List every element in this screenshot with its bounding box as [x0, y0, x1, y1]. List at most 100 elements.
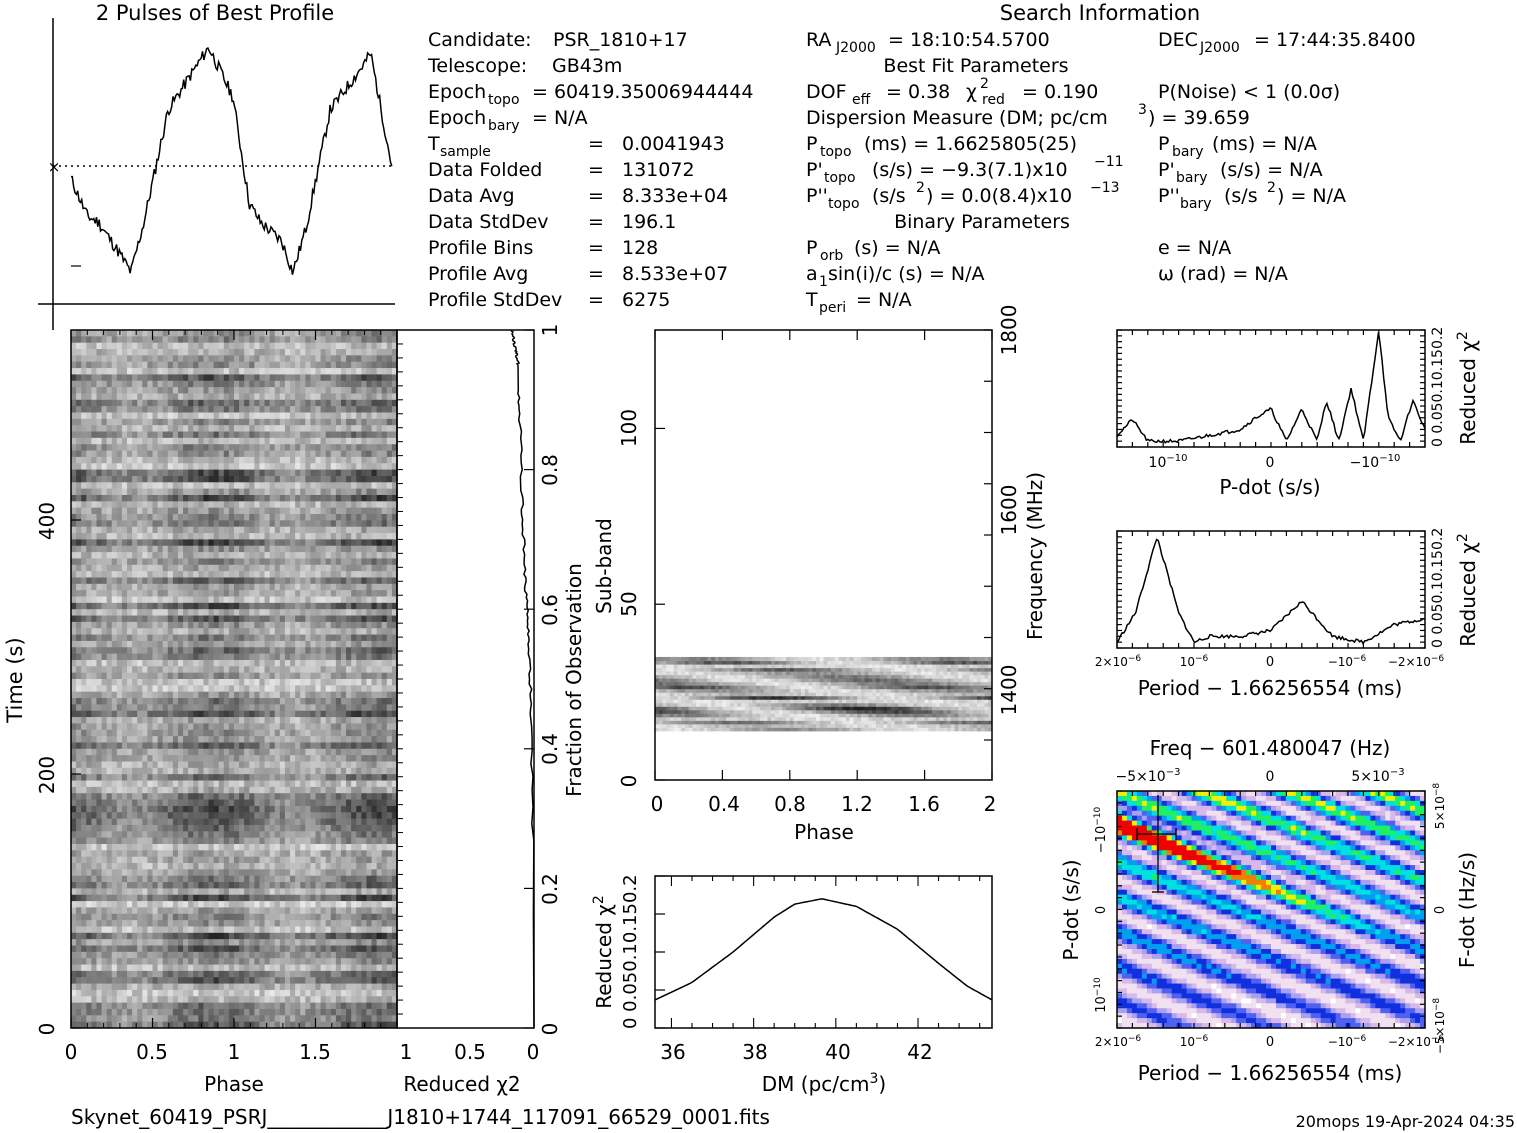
heat-cell — [111, 431, 118, 439]
heat-cell — [172, 514, 179, 521]
heat-cell — [188, 774, 194, 782]
heat-cell — [356, 571, 362, 579]
heat-cell — [244, 710, 250, 718]
heat-cell — [152, 691, 159, 699]
heat-cell — [132, 609, 138, 617]
heat-cell — [162, 342, 169, 350]
heat-cell — [290, 552, 296, 560]
heat-cell — [152, 342, 159, 350]
heat-cell — [259, 755, 266, 763]
heat-cell — [86, 723, 92, 731]
heat-cell — [259, 793, 266, 801]
heat-cell — [71, 691, 77, 699]
heat-cell — [351, 501, 357, 509]
heat-cell — [249, 723, 255, 731]
heat-cell — [269, 799, 276, 807]
heat-cell — [162, 450, 169, 458]
heat-cell — [310, 374, 317, 382]
heat-cell — [310, 609, 317, 617]
heat-cell — [81, 679, 87, 686]
heat-cell — [386, 387, 393, 395]
heat-cell — [315, 786, 322, 794]
heat-cell — [290, 717, 296, 725]
heat-cell — [152, 330, 159, 337]
heat-cell — [228, 514, 235, 521]
heat-cell — [121, 615, 128, 623]
heat-cell — [116, 336, 123, 344]
heat-cell — [234, 799, 240, 807]
heat-cell — [183, 482, 189, 490]
heat-cell — [290, 361, 296, 369]
heat-cell — [76, 647, 82, 655]
heat-cell — [300, 590, 306, 598]
heat-cell — [335, 679, 342, 686]
heat-cell — [218, 355, 225, 363]
heat-cell — [290, 514, 296, 521]
heat-cell — [213, 514, 220, 521]
heat-cell — [346, 399, 352, 407]
heat-cell — [132, 748, 138, 756]
heat-cell — [218, 450, 225, 458]
heat-cell — [218, 463, 225, 471]
heat-cell — [188, 482, 194, 490]
heat-cell — [330, 615, 337, 623]
heat-cell — [157, 704, 164, 712]
heat-cell — [172, 761, 179, 769]
heat-cell — [228, 647, 235, 655]
heat-cell — [361, 374, 368, 382]
heat-cell — [351, 482, 357, 490]
heat-cell — [162, 704, 169, 712]
heat-cell — [351, 805, 357, 813]
heat-cell — [346, 666, 352, 674]
heat-cell — [96, 450, 103, 458]
heat-cell — [244, 368, 250, 376]
heat-cell — [76, 406, 82, 414]
heat-cell — [218, 748, 225, 756]
heat-cell — [188, 755, 194, 763]
epoch-bary-value: = N/A — [532, 107, 588, 129]
heat-cell — [376, 444, 383, 452]
heat-cell — [351, 736, 357, 744]
heat-cell — [177, 418, 184, 426]
heat-cell — [325, 698, 332, 705]
heat-cell — [132, 437, 138, 445]
heat-cell — [361, 380, 368, 388]
heat-cell — [259, 780, 266, 788]
heat-cell — [330, 349, 337, 356]
heat-cell — [269, 463, 276, 471]
heat-cell — [86, 672, 92, 680]
heat-cell — [188, 444, 194, 452]
heat-cell — [249, 507, 255, 515]
heat-cell — [76, 374, 82, 382]
heat-cell — [351, 666, 357, 674]
heat-cell — [269, 514, 276, 521]
heat-cell — [335, 361, 342, 369]
heat-cell — [264, 704, 271, 712]
heat-cell — [305, 450, 312, 458]
heat-cell — [167, 805, 174, 813]
heat-cell — [351, 494, 357, 502]
heat-cell — [183, 698, 189, 705]
heat-cell — [239, 698, 245, 705]
heat-cell — [290, 520, 296, 528]
heat-cell — [81, 399, 87, 407]
heat-cell — [351, 425, 357, 433]
heat-cell — [81, 799, 87, 807]
heat-cell — [152, 349, 159, 356]
heat-cell — [208, 748, 215, 756]
heat-cell — [71, 609, 77, 617]
heat-cell — [366, 653, 373, 661]
heat-cell — [91, 647, 98, 655]
heat-cell — [172, 774, 179, 782]
heat-cell — [86, 507, 92, 515]
heat-cell — [351, 717, 357, 725]
heat-cell — [249, 698, 255, 705]
heat-cell — [249, 729, 255, 737]
heat-cell — [325, 577, 332, 585]
heat-cell — [121, 539, 128, 547]
heat-cell — [239, 425, 245, 433]
heat-cell — [356, 342, 362, 350]
heat-cell — [81, 621, 87, 629]
heat-cell — [254, 564, 261, 572]
heat-cell — [137, 609, 143, 617]
